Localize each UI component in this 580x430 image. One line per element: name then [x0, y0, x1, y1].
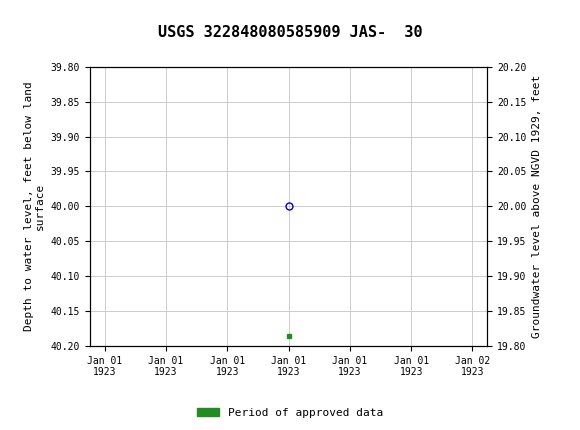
- Y-axis label: Depth to water level, feet below land
surface: Depth to water level, feet below land su…: [24, 82, 45, 331]
- Y-axis label: Groundwater level above NGVD 1929, feet: Groundwater level above NGVD 1929, feet: [532, 75, 542, 338]
- Text: USGS 322848080585909 JAS-  30: USGS 322848080585909 JAS- 30: [158, 25, 422, 40]
- Text: USGS: USGS: [44, 12, 90, 26]
- Legend: Period of approved data: Period of approved data: [193, 403, 387, 422]
